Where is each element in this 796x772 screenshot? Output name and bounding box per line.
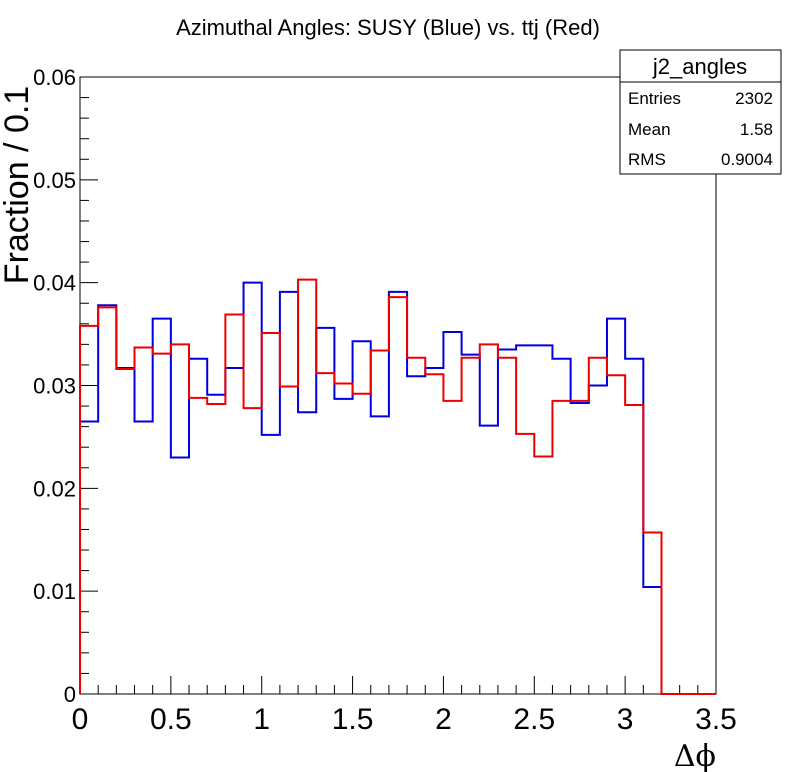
series-ttj-outline bbox=[79, 278, 716, 695]
x-tick-label: 3 bbox=[617, 703, 634, 736]
x-tick-label: 0 bbox=[72, 703, 89, 736]
chart-title: Azimuthal Angles: SUSY (Blue) vs. ttj (R… bbox=[176, 15, 600, 40]
y-tick-label: 0.01 bbox=[33, 579, 76, 604]
x-tick-label: 1 bbox=[253, 703, 270, 736]
stats-entries-label: Entries bbox=[628, 89, 681, 108]
x-tick-label: 2.5 bbox=[513, 703, 555, 736]
stats-mean-label: Mean bbox=[628, 120, 671, 139]
x-tick-label: 2 bbox=[435, 703, 452, 736]
x-tick-label: 3.5 bbox=[695, 703, 737, 736]
x-tick-label: 1.5 bbox=[332, 703, 374, 736]
stats-rms-label: RMS bbox=[628, 150, 666, 169]
axes: 0 0.5 1 1.5 2 2.5 3 3.5 0 0.01 0.02 0.03 0.04 0.05 0.0… bbox=[33, 65, 737, 736]
stats-rms-value: 0.9004 bbox=[721, 150, 773, 169]
y-tick-label: 0.05 bbox=[33, 168, 76, 193]
y-tick-label: 0 bbox=[64, 682, 76, 707]
y-tick-label: 0.03 bbox=[33, 374, 76, 399]
stats-entries-value: 2302 bbox=[735, 89, 773, 108]
y-tick-label: 0.06 bbox=[33, 65, 76, 90]
stats-box: j2_angles Entries 2302 Mean 1.58 RMS 0.9… bbox=[619, 49, 782, 175]
y-axis-label: Fraction / 0.1 bbox=[0, 86, 36, 284]
x-axis-label: Δϕ bbox=[674, 739, 716, 772]
stats-mean-value: 1.58 bbox=[740, 120, 773, 139]
stats-box-frame bbox=[619, 49, 782, 175]
x-tick-label: 0.5 bbox=[150, 703, 192, 736]
y-tick-label: 0.02 bbox=[33, 476, 76, 501]
y-tick-label: 0.04 bbox=[33, 271, 76, 296]
series-layer bbox=[79, 278, 716, 695]
stats-box-name: j2_angles bbox=[652, 54, 747, 79]
